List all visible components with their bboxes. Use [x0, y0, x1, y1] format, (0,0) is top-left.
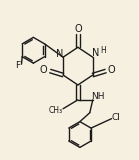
Text: CH₃: CH₃	[49, 106, 63, 115]
Text: Cl: Cl	[111, 113, 120, 122]
Text: NH: NH	[91, 92, 105, 101]
Text: H: H	[100, 46, 106, 55]
Text: O: O	[39, 65, 47, 75]
Text: N: N	[92, 48, 99, 58]
Text: F: F	[15, 61, 20, 70]
Text: N: N	[56, 49, 64, 59]
Text: O: O	[108, 65, 115, 75]
Text: O: O	[74, 24, 82, 34]
